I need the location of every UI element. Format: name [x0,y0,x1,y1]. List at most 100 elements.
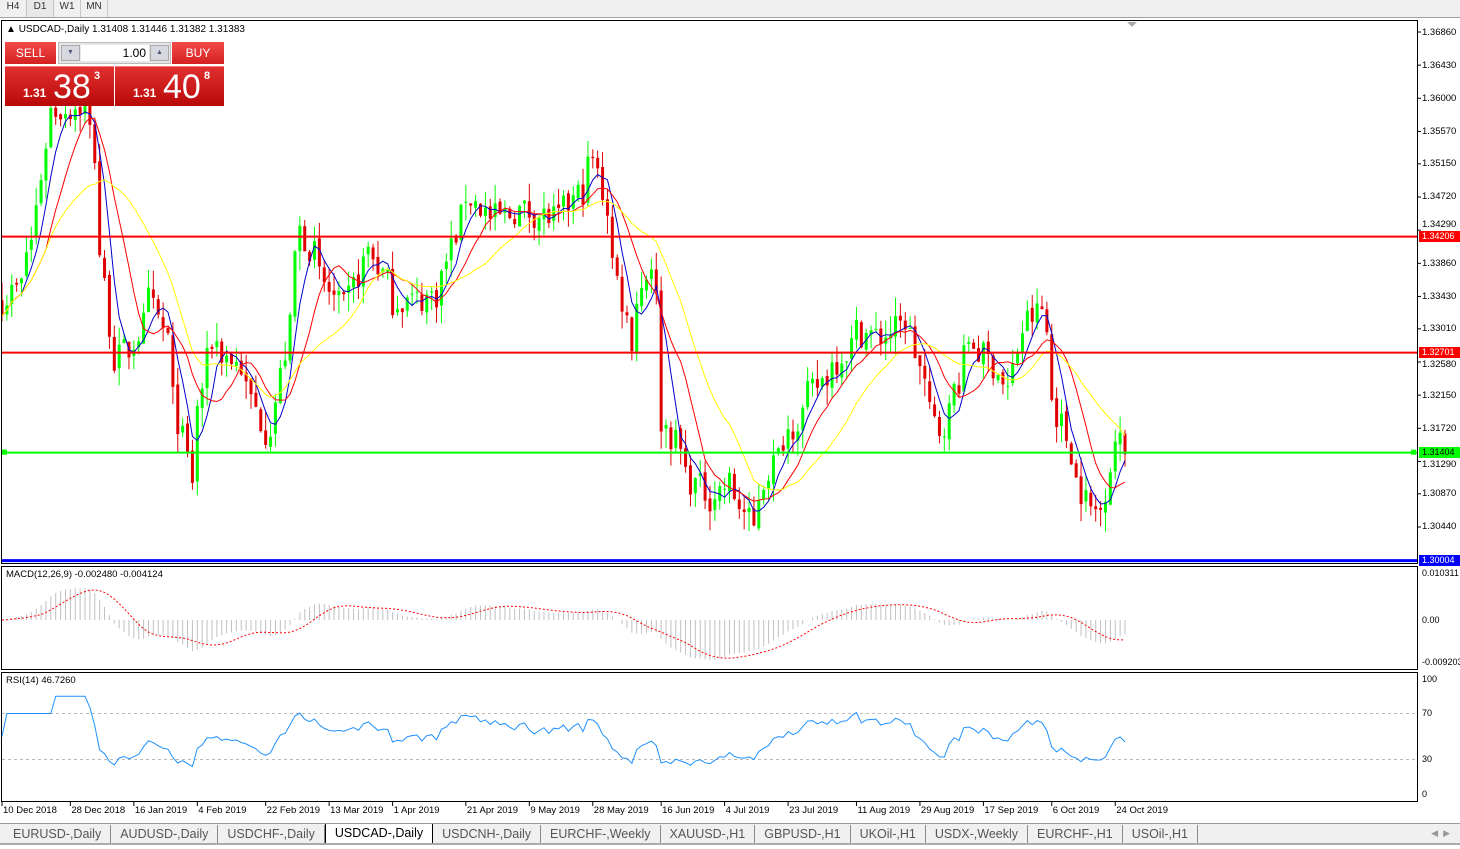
bull-candle [962,345,966,392]
buy-button[interactable]: BUY [172,42,224,64]
symbol-tab[interactable]: UKOil-,H1 [851,825,926,843]
bull-candle [493,203,497,218]
bull-candle [39,180,43,204]
bear-candle [654,269,658,292]
bull-candle [757,500,761,529]
rsi-axis-label: 30 [1422,754,1433,764]
bull-candle [337,290,341,296]
price-axis-label: 1.30870 [1422,488,1457,500]
lot-input[interactable]: 1.00 [81,45,149,61]
price-axis-label: 1.32150 [1422,389,1457,401]
symbol-tab[interactable]: USDCAD-,Daily [324,824,434,843]
date-axis-label: 23 Jul 2019 [789,805,839,816]
buy-price[interactable]: 1.31 40 8 [115,66,224,106]
timeframe-mn[interactable]: MN [81,0,108,17]
sell-price-sup: 3 [94,70,101,82]
bull-candle [908,327,912,329]
bear-candle [317,238,321,267]
bear-candle [708,498,712,512]
price-chart-panel[interactable] [1,20,1418,564]
bear-candle [156,299,160,315]
sell-price-big: 38 [53,68,91,106]
sell-price-prefix: 1.31 [23,86,47,100]
bear-candle [303,226,307,252]
bull-candle [381,268,385,272]
lot-increase-button[interactable]: ▲ [150,45,169,61]
macd-panel[interactable] [1,566,1418,670]
date-axis-label: 4 Jul 2019 [725,805,770,816]
bull-candle [947,403,951,440]
date-axis-label: 13 Mar 2019 [330,805,384,816]
bear-candle [513,218,517,225]
bull-candle [522,200,526,204]
bull-candle [225,355,229,363]
bull-candle [29,239,33,250]
bear-candle [532,214,536,228]
rsi-panel[interactable] [1,672,1418,802]
bull-candle [552,206,556,221]
ma-slow-line [2,179,1126,491]
bull-candle [195,406,199,482]
price-line-label: 1.32701 [1419,347,1460,359]
symbol-tab[interactable]: EURCHF-,H1 [1028,825,1123,843]
bull-candle [1025,310,1029,332]
price-axis-label: 1.32580 [1422,359,1457,371]
one-click-trading-panel: SELL ▼ 1.00 ▲ BUY 1.31 38 3 1.31 40 8 [5,42,224,106]
bull-candle [44,148,48,181]
price-axis-label: 1.35570 [1422,125,1457,137]
bull-candle [640,287,644,307]
symbol-tab[interactable]: GBPUSD-,H1 [755,825,851,843]
bull-candle [1060,413,1064,426]
symbol-tab[interactable]: USDCNH-,Daily [433,825,542,843]
bull-candle [571,195,575,209]
timeframe-d1[interactable]: D1 [27,0,54,17]
bear-candle [527,201,531,218]
bull-candle [776,448,780,453]
macd-title: MACD(12,26,9) -0.002480 -0.004124 [6,569,163,580]
price-axis-label: 1.34720 [1422,191,1457,203]
bull-candle [874,328,878,330]
bear-candle [1055,398,1059,427]
date-axis-label: 28 May 2019 [593,805,649,816]
bear-candle [88,99,92,125]
timeframe-h4[interactable]: H4 [0,0,27,17]
bull-candle [312,241,316,260]
bear-candle [596,157,600,169]
bear-candle [1069,443,1073,465]
bear-candle [488,206,492,219]
lot-decrease-button[interactable]: ▼ [61,45,80,61]
bear-candle [933,404,937,417]
sell-price[interactable]: 1.31 38 3 [5,66,114,106]
macd-signal-line [1,589,1126,659]
price-axis-label: 1.31720 [1422,422,1457,434]
symbol-tab[interactable]: EURUSD-,Daily [4,825,112,843]
bear-candle [703,472,707,501]
symbol-tab[interactable]: USDX-,Weekly [926,825,1029,843]
bear-candle [1045,309,1049,333]
bull-candle [10,284,14,304]
bull-candle [24,252,28,276]
symbol-tab[interactable]: USDCHF-,Daily [218,825,325,843]
bear-candle [508,208,512,219]
bear-candle [59,114,63,120]
bear-candle [591,156,595,159]
bull-candle [269,436,273,447]
symbol-tab[interactable]: AUDUSD-,Daily [111,825,219,843]
date-axis-label: 11 Aug 2019 [857,805,911,816]
symbol-tab[interactable]: XAUUSD-,H1 [661,825,756,843]
timeframe-w1[interactable]: W1 [54,0,81,17]
bear-candle [688,465,692,495]
bear-candle [371,247,375,260]
symbol-tab[interactable]: USOil-,H1 [1123,825,1198,843]
buy-price-sup: 8 [204,70,211,82]
bear-candle [752,508,756,526]
symbol-tab[interactable]: EURCHF-,Weekly [541,825,661,843]
sell-button[interactable]: SELL [5,42,56,64]
date-axis-label: 16 Jan 2019 [134,805,188,816]
tab-scroll-arrows[interactable]: ◀ ▶ [1431,828,1450,838]
bull-candle [693,478,697,494]
candles [2,91,1127,532]
bear-candle [659,290,663,432]
bull-candle [352,277,356,288]
